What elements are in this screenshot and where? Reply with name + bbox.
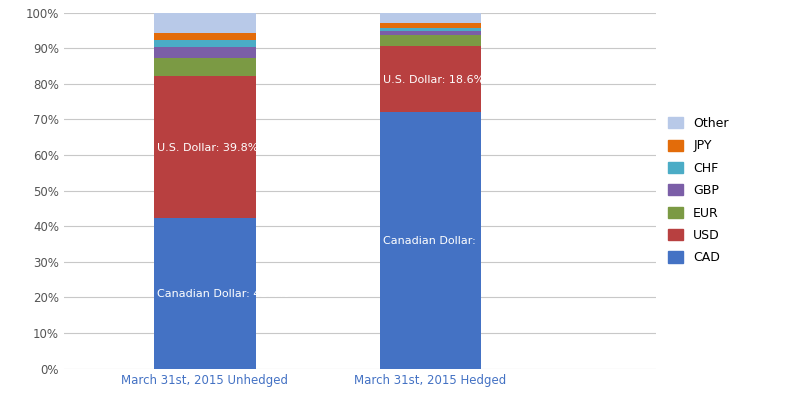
Bar	[154, 33, 256, 40]
Bar	[380, 35, 482, 46]
Bar	[154, 47, 256, 58]
Text: Canadian Dollar: 42.4%: Canadian Dollar: 42.4%	[157, 289, 289, 299]
Bar	[154, 76, 256, 218]
Bar	[380, 112, 482, 369]
Bar	[154, 13, 256, 33]
Bar	[380, 23, 482, 28]
Text: U.S. Dollar: 39.8%: U.S. Dollar: 39.8%	[157, 143, 258, 153]
Bar	[154, 218, 256, 369]
Bar	[380, 13, 482, 23]
Bar	[154, 58, 256, 76]
Bar	[154, 40, 256, 47]
Bar	[380, 28, 482, 31]
Bar	[380, 31, 482, 35]
Bar	[380, 46, 482, 112]
Legend: Other, JPY, CHF, GBP, EUR, USD, CAD: Other, JPY, CHF, GBP, EUR, USD, CAD	[668, 117, 729, 264]
Text: Canadian Dollar:  72.1%: Canadian Dollar: 72.1%	[382, 235, 518, 246]
Text: U.S. Dollar: 18.6%: U.S. Dollar: 18.6%	[382, 75, 484, 85]
